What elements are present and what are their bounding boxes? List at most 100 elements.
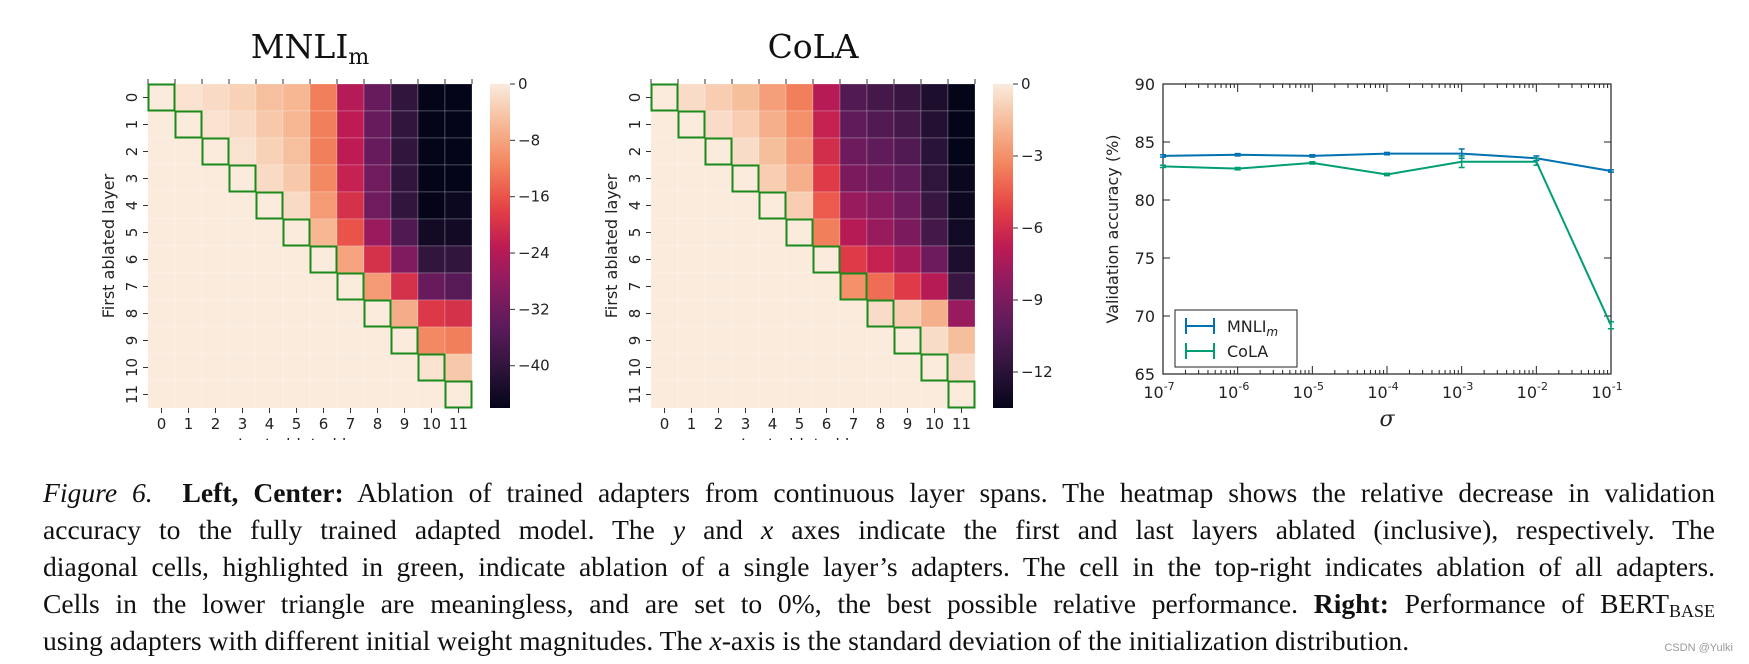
y-tick-label: 9 [123, 336, 141, 346]
x-tick-label: 5 [292, 415, 302, 433]
heatmap-cell [309, 83, 338, 112]
diagonal-highlight [363, 299, 392, 328]
heatmap-cell [758, 326, 787, 355]
heatmap-cell [947, 272, 976, 301]
x-tick-label: 10-5 [1293, 380, 1324, 402]
heatmap-cell [866, 83, 895, 112]
heatmap-cell [650, 218, 679, 247]
heatmap-cell [417, 272, 446, 301]
heatmap-cell [147, 299, 176, 328]
heatmap-cell [228, 380, 257, 409]
heatmap-cell [363, 164, 392, 193]
heatmap-cell [444, 164, 473, 193]
heatmap-cell [893, 164, 922, 193]
heatmap-cell [920, 353, 949, 382]
heatmap-cell [174, 191, 203, 220]
heatmap-cell [309, 218, 338, 247]
heatmap-cell [363, 110, 392, 139]
heatmap-cell [255, 353, 284, 382]
heatmap-cell [704, 272, 733, 301]
watermark: CSDN @Yulki [1664, 642, 1733, 654]
diagonal-highlight [893, 326, 922, 355]
heatmap-cell [201, 245, 230, 274]
heatmap-cell [147, 380, 176, 409]
x-tick-label: 3 [741, 415, 751, 433]
heatmap-cell [282, 353, 311, 382]
heatmap-cell [363, 272, 392, 301]
heatmap-cell [201, 191, 230, 220]
heatmap-cell [785, 164, 814, 193]
x-tick-label: 7 [849, 415, 859, 433]
heatmap-cell [282, 272, 311, 301]
heatmap-cell [336, 164, 365, 193]
heatmap-cell [920, 191, 949, 220]
heatmap-cell [255, 164, 284, 193]
heatmap-cell [893, 191, 922, 220]
heatmap-cell [309, 380, 338, 409]
heatmap-cell [866, 218, 895, 247]
heatmap-cell [704, 83, 733, 112]
heatmap-cell [650, 245, 679, 274]
heatmap-cell [147, 272, 176, 301]
heatmap-cell [417, 164, 446, 193]
heatmap-cell [839, 245, 868, 274]
heatmap-cell [309, 245, 338, 274]
colorbar-tick-label: −12 [1021, 363, 1053, 381]
heatmap-cell [444, 191, 473, 220]
y-tick-label: 4 [626, 201, 644, 211]
heatmap-cell [947, 326, 976, 355]
heatmap-cell [174, 164, 203, 193]
heatmap-cell [228, 137, 257, 166]
heatmap-cell [336, 326, 365, 355]
y-tick-label: 85 [1135, 133, 1155, 152]
chart-title: CoLA [768, 27, 860, 66]
heatmap-cell [947, 83, 976, 112]
series-line-1 [1162, 160, 1612, 326]
heatmap-cell [282, 110, 311, 139]
heatmap-cell [309, 353, 338, 382]
heatmap-cell [677, 299, 706, 328]
heatmap-cell [417, 326, 446, 355]
heatmap-cell [785, 191, 814, 220]
heatmap-cell [758, 83, 787, 112]
x-tick-label: 10-6 [1218, 380, 1249, 402]
x-tick-label: 10-1 [1591, 380, 1622, 402]
heatmap-cell [677, 380, 706, 409]
heatmap-cell [812, 137, 841, 166]
diagonal-highlight [147, 83, 176, 112]
heatmap-cell [947, 191, 976, 220]
caption-line-4: Cells in the lower triangle are meaningl… [43, 588, 1716, 621]
heatmap-cell [174, 272, 203, 301]
heatmap-cell [839, 83, 868, 112]
colorbar-tick-label: −9 [1021, 291, 1043, 309]
heatmap-cell [758, 272, 787, 301]
heatmap-cell [677, 110, 706, 139]
heatmap-cell [444, 83, 473, 112]
heatmap-cell [228, 353, 257, 382]
heatmap-cell [812, 191, 841, 220]
diagonal-highlight [228, 164, 257, 193]
y-tick-label: 0 [626, 93, 644, 103]
heatmap-cell [839, 272, 868, 301]
heatmap-cell [390, 245, 419, 274]
x-tick-label: 10-3 [1442, 380, 1473, 402]
heatmap-cell [174, 110, 203, 139]
chart-title: MNLIm [251, 27, 370, 70]
y-tick-label: 11 [626, 385, 644, 404]
heatmap-cell [201, 110, 230, 139]
x-tick-label: 8 [373, 415, 383, 433]
heatmap-cell [336, 353, 365, 382]
caption-bold-right: Right: [1313, 588, 1389, 619]
heatmap-cell [417, 380, 446, 409]
x-tick-label: 10-7 [1143, 380, 1174, 402]
heatmap-cell [309, 164, 338, 193]
diagonal-highlight [920, 353, 949, 382]
heatmap-cell [704, 110, 733, 139]
heatmap-cell [282, 164, 311, 193]
heatmap-cell [758, 191, 787, 220]
heatmap-cell [201, 137, 230, 166]
heatmap-cell [704, 245, 733, 274]
heatmap-cell [758, 137, 787, 166]
heatmap-cell [336, 218, 365, 247]
y-tick-label: 3 [123, 174, 141, 184]
